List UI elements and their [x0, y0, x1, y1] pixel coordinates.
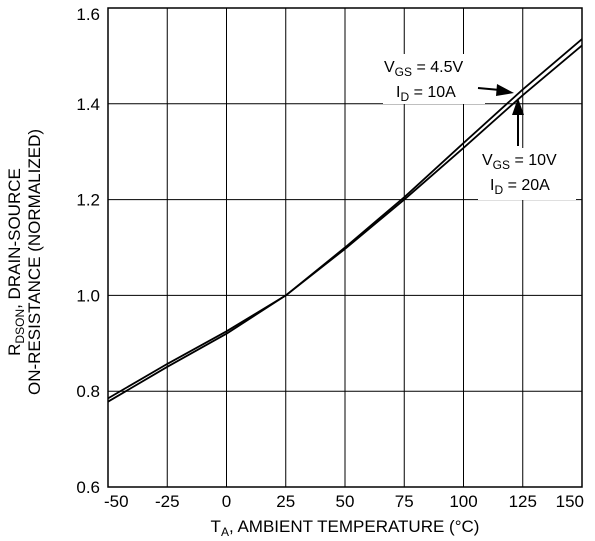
y-axis-label-line1: RDSON, DRAIN-SOURCE	[5, 168, 27, 356]
y-tick-label-3: 1.2	[76, 191, 100, 210]
x-axis-label: TA, AMBIENT TEMPERATURE (°C)	[211, 517, 480, 539]
annotation-1-arrowhead	[496, 84, 514, 96]
x-tick-label-4: 50	[336, 492, 355, 511]
x-tick-label-7: 125	[509, 492, 537, 511]
y-tick-label-0: 0.6	[76, 478, 100, 497]
annotation-2-line2: ID = 20A	[490, 177, 550, 197]
x-tick-label-1: -25	[155, 492, 180, 511]
x-tick-label-6: 100	[449, 492, 477, 511]
annotation-2-background	[478, 148, 576, 200]
annotation-vgs-4-5v: VGS = 4.5V ID = 10A	[383, 54, 514, 104]
series-line-1	[107, 44, 583, 403]
series-line-0	[107, 38, 583, 400]
series-group	[107, 38, 583, 403]
x-tick-label-2: 0	[222, 492, 231, 511]
annotation-1-line1: VGS = 4.5V	[384, 59, 463, 79]
annotation-1-arrow-shaft	[477, 87, 501, 91]
x-tick-label-5: 75	[395, 492, 414, 511]
x-tick-label-0: -50	[104, 492, 129, 511]
annotation-1-line2: ID = 10A	[396, 84, 456, 104]
x-tick-label-8: 150	[556, 492, 584, 511]
annotation-vgs-10v: VGS = 10V ID = 20A	[478, 98, 576, 200]
y-tick-label-5: 1.6	[76, 5, 100, 24]
annotation-2-arrowhead	[512, 98, 524, 115]
y-axis-label-line2: ON-RESISTANCE (NORMALIZED)	[25, 129, 44, 395]
x-tick-labels: -50 -25 0 25 50 75 100 125 150	[104, 492, 584, 511]
y-tick-labels: 0.6 0.8 1.0 1.2 1.4 1.6	[76, 5, 100, 497]
y-tick-label-1: 0.8	[76, 382, 100, 401]
annotation-1-background	[383, 54, 485, 104]
x-tick-label-3: 25	[276, 492, 295, 511]
annotation-2-line1: VGS = 10V	[482, 152, 557, 172]
y-tick-label-4: 1.4	[76, 95, 100, 114]
y-tick-label-2: 1.0	[76, 286, 100, 305]
plot-frame	[107, 7, 583, 488]
